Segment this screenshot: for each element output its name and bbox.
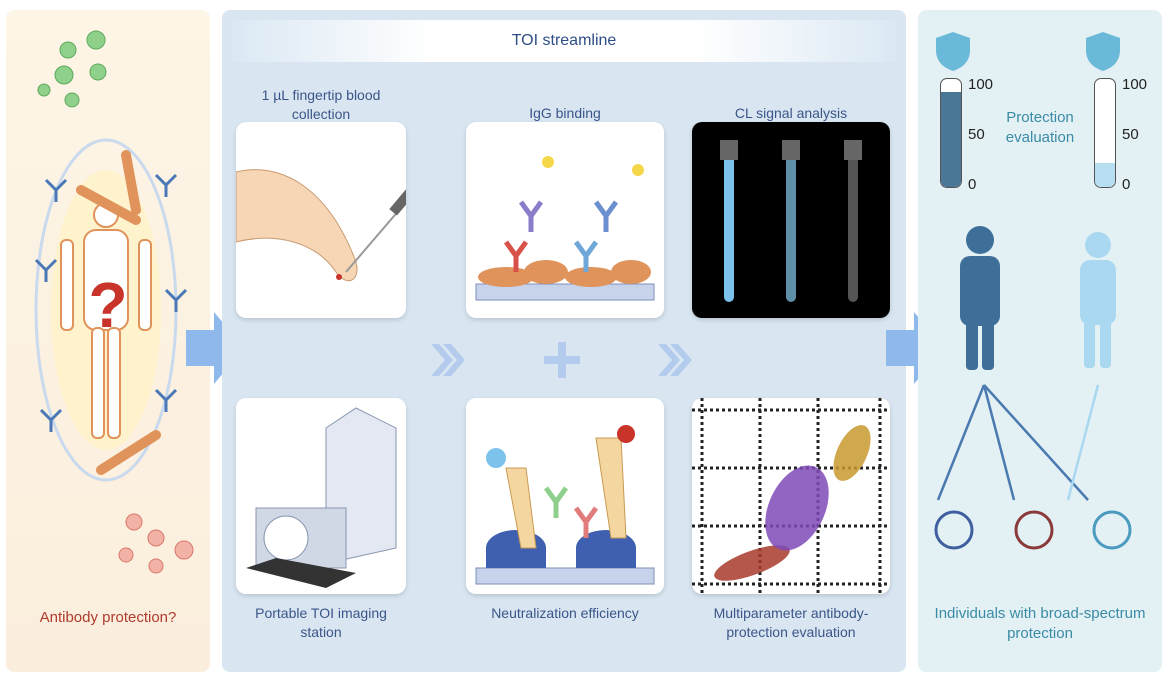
antibody-protection-caption: Antibody protection?	[39, 609, 177, 626]
cl-signal-card	[692, 122, 890, 318]
flow-arrow-icon	[186, 312, 244, 384]
gauge-tick-label: 50	[968, 126, 985, 143]
step-label-imaging-station: Portable TOI imaging station	[255, 605, 387, 640]
gauge-fill	[941, 91, 961, 187]
gauge-fill	[1095, 163, 1115, 187]
shield-icon	[936, 32, 970, 71]
gauge-tick-label: 100	[968, 76, 994, 93]
flow-arrow-icon	[886, 312, 944, 384]
gauge-tick-label: 0	[1122, 176, 1131, 193]
shield-icon	[1086, 32, 1120, 71]
panel-title: TOI streamline	[232, 20, 896, 62]
imaging-station-illustration	[246, 407, 397, 588]
broad-spectrum-caption: Individuals with broad-spectrum protecti…	[934, 605, 1146, 642]
neutralization-card	[466, 398, 664, 594]
step-label-cl-signal: CL signal analysis	[734, 105, 848, 121]
step-label-neutralization: Neutralization efficiency	[491, 605, 639, 621]
protection-gauge-low	[1094, 78, 1116, 188]
scatter-illustration	[692, 398, 890, 594]
toi-streamline-panel: TOI streamline 1 µL fingertip blood coll…	[222, 10, 906, 672]
imaging-station-card	[236, 398, 406, 594]
step-label-multiparameter: Multiparameter antibody-protection evalu…	[713, 605, 869, 640]
tube-signal-illustration	[720, 140, 862, 302]
hand-pipette-illustration	[236, 169, 406, 282]
chevron-right-icon	[658, 344, 692, 376]
plus-icon	[544, 342, 580, 378]
protection-evaluation-label: Protection evaluation	[1005, 109, 1075, 146]
question-mark: ?	[88, 269, 128, 341]
antibody-question-illustration	[34, 30, 194, 574]
virus-icons	[934, 510, 1132, 550]
gauge-tick-label: 0	[968, 176, 977, 193]
fingertip-card	[236, 122, 406, 318]
step-label-igg-binding: IgG binding	[529, 105, 601, 121]
green-virus-icons	[37, 30, 107, 108]
protection-gauge-high	[940, 78, 962, 188]
protection-individuals-illustration	[934, 226, 1132, 550]
red-virus-icons	[118, 513, 194, 574]
gauge-tick-label: 100	[1122, 76, 1148, 93]
gauge-tick-label: 50	[1122, 126, 1139, 143]
chevron-right-icon	[431, 344, 465, 376]
scatter-evaluation-card	[692, 398, 890, 594]
step-label-blood-collection: 1 µL fingertip blood collection	[261, 87, 381, 122]
protection-panel: 100 50 0 100 50 0 Protection evaluation …	[918, 10, 1162, 672]
igg-binding-card	[466, 122, 664, 318]
neutralization-illustration	[475, 425, 655, 585]
igg-binding-illustration	[475, 156, 655, 301]
left-panel: ? Antibody protection?	[6, 10, 210, 672]
